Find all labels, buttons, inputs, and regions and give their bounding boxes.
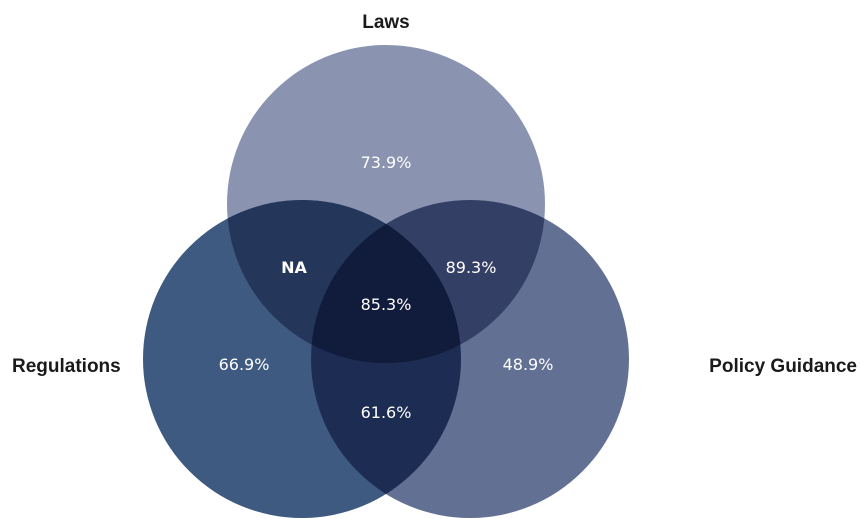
all-three-overlap: [311, 200, 461, 363]
regulations-only-value: 66.9%: [219, 355, 270, 374]
regulations-label: Regulations: [12, 356, 121, 377]
regulations-policy-value: 61.6%: [361, 403, 412, 422]
policy-guidance-label: Policy Guidance: [709, 356, 857, 377]
policy-only-value: 48.9%: [503, 355, 554, 374]
all-three-value: 85.3%: [361, 295, 412, 314]
laws-label: Laws: [362, 12, 410, 33]
laws-only-value: 73.9%: [361, 153, 412, 172]
laws-policy-value: 89.3%: [446, 258, 497, 277]
laws-regulations-value: NA: [281, 258, 307, 277]
